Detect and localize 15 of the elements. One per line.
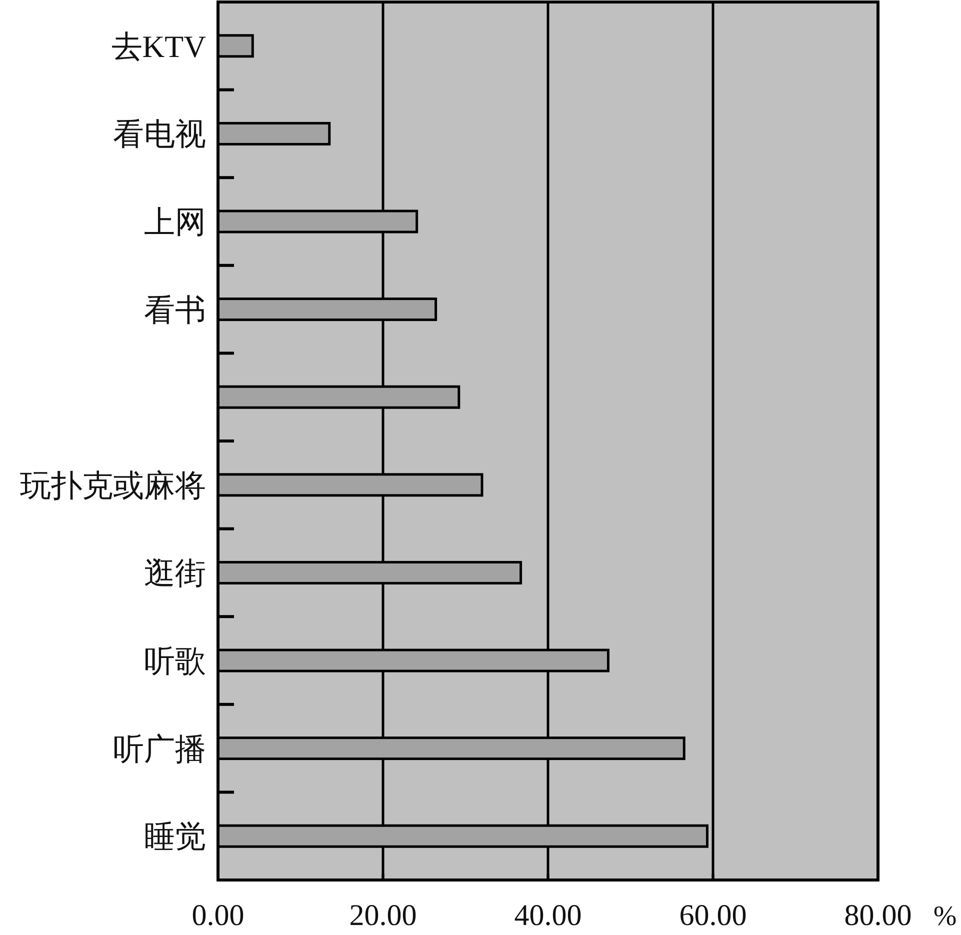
x-tick-label: 0.00 <box>192 899 244 932</box>
y-tick-label: 睡觉 <box>144 819 206 854</box>
x-axis-title: % <box>933 901 957 932</box>
y-tick-label: 玩扑克或麻将 <box>20 468 206 503</box>
y-tick-label: 去KTV <box>111 28 207 64</box>
y-tick-label: 听歌 <box>144 644 206 678</box>
y-tick-label: 上网 <box>144 204 206 240</box>
x-tick-label: 20.00 <box>349 899 417 932</box>
y-tick-label: 逛街 <box>144 556 206 591</box>
x-tick-label: 80.00 <box>844 899 912 932</box>
y-tick-label: 看电视 <box>113 116 206 152</box>
x-tick-label: 40.00 <box>514 899 582 932</box>
y-tick-label: 看书 <box>144 292 206 328</box>
x-tick-label: 60.00 <box>679 899 747 932</box>
y-tick-label: 听广播 <box>113 731 206 766</box>
